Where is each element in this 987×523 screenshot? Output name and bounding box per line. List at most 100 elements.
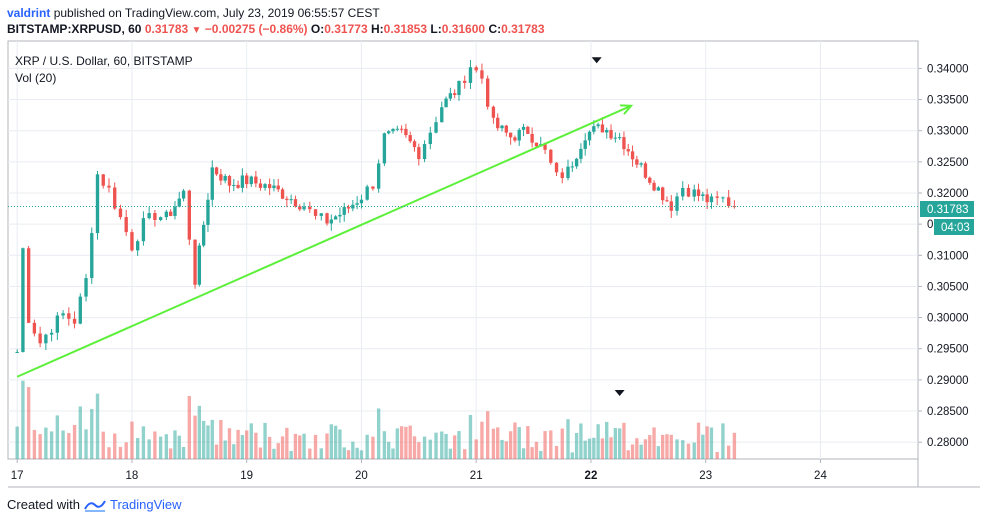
volume-bar <box>308 448 312 459</box>
volume-bar <box>280 436 285 459</box>
volume-bar <box>574 433 579 459</box>
x-tick-label: 18 <box>126 470 139 482</box>
candle-body <box>90 233 94 279</box>
volume-bar <box>355 447 359 459</box>
author-name[interactable]: valdrint <box>7 6 51 20</box>
volume-bar <box>596 424 600 459</box>
candle-body <box>15 351 19 353</box>
volume-bar <box>376 408 381 459</box>
volume-bar <box>193 415 197 459</box>
volume-bar <box>118 446 123 459</box>
volume-bar <box>38 434 42 459</box>
volume-bar <box>648 435 652 459</box>
volume-legend: Vol (20) <box>15 71 56 85</box>
volume-bar <box>15 426 19 459</box>
volume-bar <box>417 442 421 459</box>
candle-body <box>526 126 530 134</box>
candle-body <box>600 124 605 133</box>
candle-body <box>351 204 355 209</box>
candle-body <box>491 106 496 118</box>
volume-bar <box>613 428 618 459</box>
candle-body <box>113 187 117 209</box>
candle-body <box>249 176 253 185</box>
volume-bar <box>164 434 169 459</box>
y-tick-label: 0.30000 <box>927 313 969 325</box>
close-label: C: <box>488 22 502 36</box>
candle-body <box>434 122 438 133</box>
candle-body <box>665 200 669 202</box>
volume-bar <box>500 439 504 459</box>
volume-bar <box>206 425 210 459</box>
volume-bar <box>468 414 473 459</box>
candle-body <box>639 163 643 165</box>
y-tick-label: 0.33000 <box>927 126 969 138</box>
volume-bar <box>491 428 496 459</box>
volume-bar <box>660 434 665 459</box>
candle-body <box>721 197 725 199</box>
countdown-value: 04:03 <box>941 222 970 234</box>
candle-body <box>325 213 329 224</box>
candle-body <box>422 144 427 160</box>
volume-bar <box>346 450 351 459</box>
close-value: 0.31783 <box>501 22 545 36</box>
candle-body <box>726 197 731 207</box>
volume-bar <box>67 433 71 459</box>
candle-body <box>267 184 272 189</box>
volume-bar <box>113 433 117 459</box>
candle-body <box>55 315 60 333</box>
volume-bar <box>686 443 691 459</box>
candle-body <box>696 189 701 197</box>
volume-bar <box>249 423 253 459</box>
candle-body <box>626 149 630 152</box>
candle-body <box>355 203 359 205</box>
volume-bar <box>168 448 173 459</box>
volume-bar <box>276 443 280 459</box>
candle-body <box>78 296 82 324</box>
candle-body <box>560 172 564 179</box>
price-badge: 0.31783 04:03 <box>920 201 974 235</box>
volume-bar <box>351 441 355 459</box>
candle-body <box>293 199 298 207</box>
volume-bar <box>107 447 111 459</box>
candle-body <box>517 129 521 141</box>
candle-body <box>705 194 709 203</box>
candle-body <box>417 147 421 160</box>
candle-body <box>444 98 448 108</box>
publish-info: published on TradingView.com, July 23, 2… <box>53 6 380 20</box>
volume-bar <box>709 427 714 459</box>
volume-bar <box>630 444 635 459</box>
volume-bar <box>508 431 513 459</box>
volume-bar <box>26 387 31 459</box>
candle-body <box>206 199 210 225</box>
candle-body <box>605 130 609 133</box>
y-tick-label: 0.33500 <box>927 95 969 107</box>
candle-body <box>101 174 105 186</box>
tradingview-brand[interactable]: TradingView <box>109 497 182 512</box>
low-value: 0.31600 <box>441 22 486 36</box>
candle-body <box>609 130 613 139</box>
candle-body <box>448 93 453 99</box>
volume-bar <box>692 442 696 459</box>
candle-body <box>496 117 500 129</box>
candle-body <box>504 125 508 133</box>
candle-body <box>333 216 338 220</box>
price-badge-value: 0.31783 <box>927 204 969 216</box>
x-tick-label: 19 <box>240 470 253 482</box>
volume-bar <box>219 420 223 459</box>
candle-body <box>84 278 88 297</box>
volume-bar <box>391 448 395 459</box>
candle-body <box>412 141 417 148</box>
volume-bar <box>609 437 613 459</box>
candle-body <box>534 142 539 147</box>
candle-body <box>474 67 478 71</box>
y-tick-label: 0.28000 <box>927 437 969 449</box>
volume-bar <box>245 430 249 459</box>
volume-bar <box>474 439 478 459</box>
candle-body <box>177 198 181 207</box>
volume-bar <box>504 441 508 459</box>
candle-body <box>566 166 570 179</box>
volume-bar <box>187 396 191 459</box>
volume-bar <box>32 429 37 459</box>
volume-bar <box>652 427 656 459</box>
